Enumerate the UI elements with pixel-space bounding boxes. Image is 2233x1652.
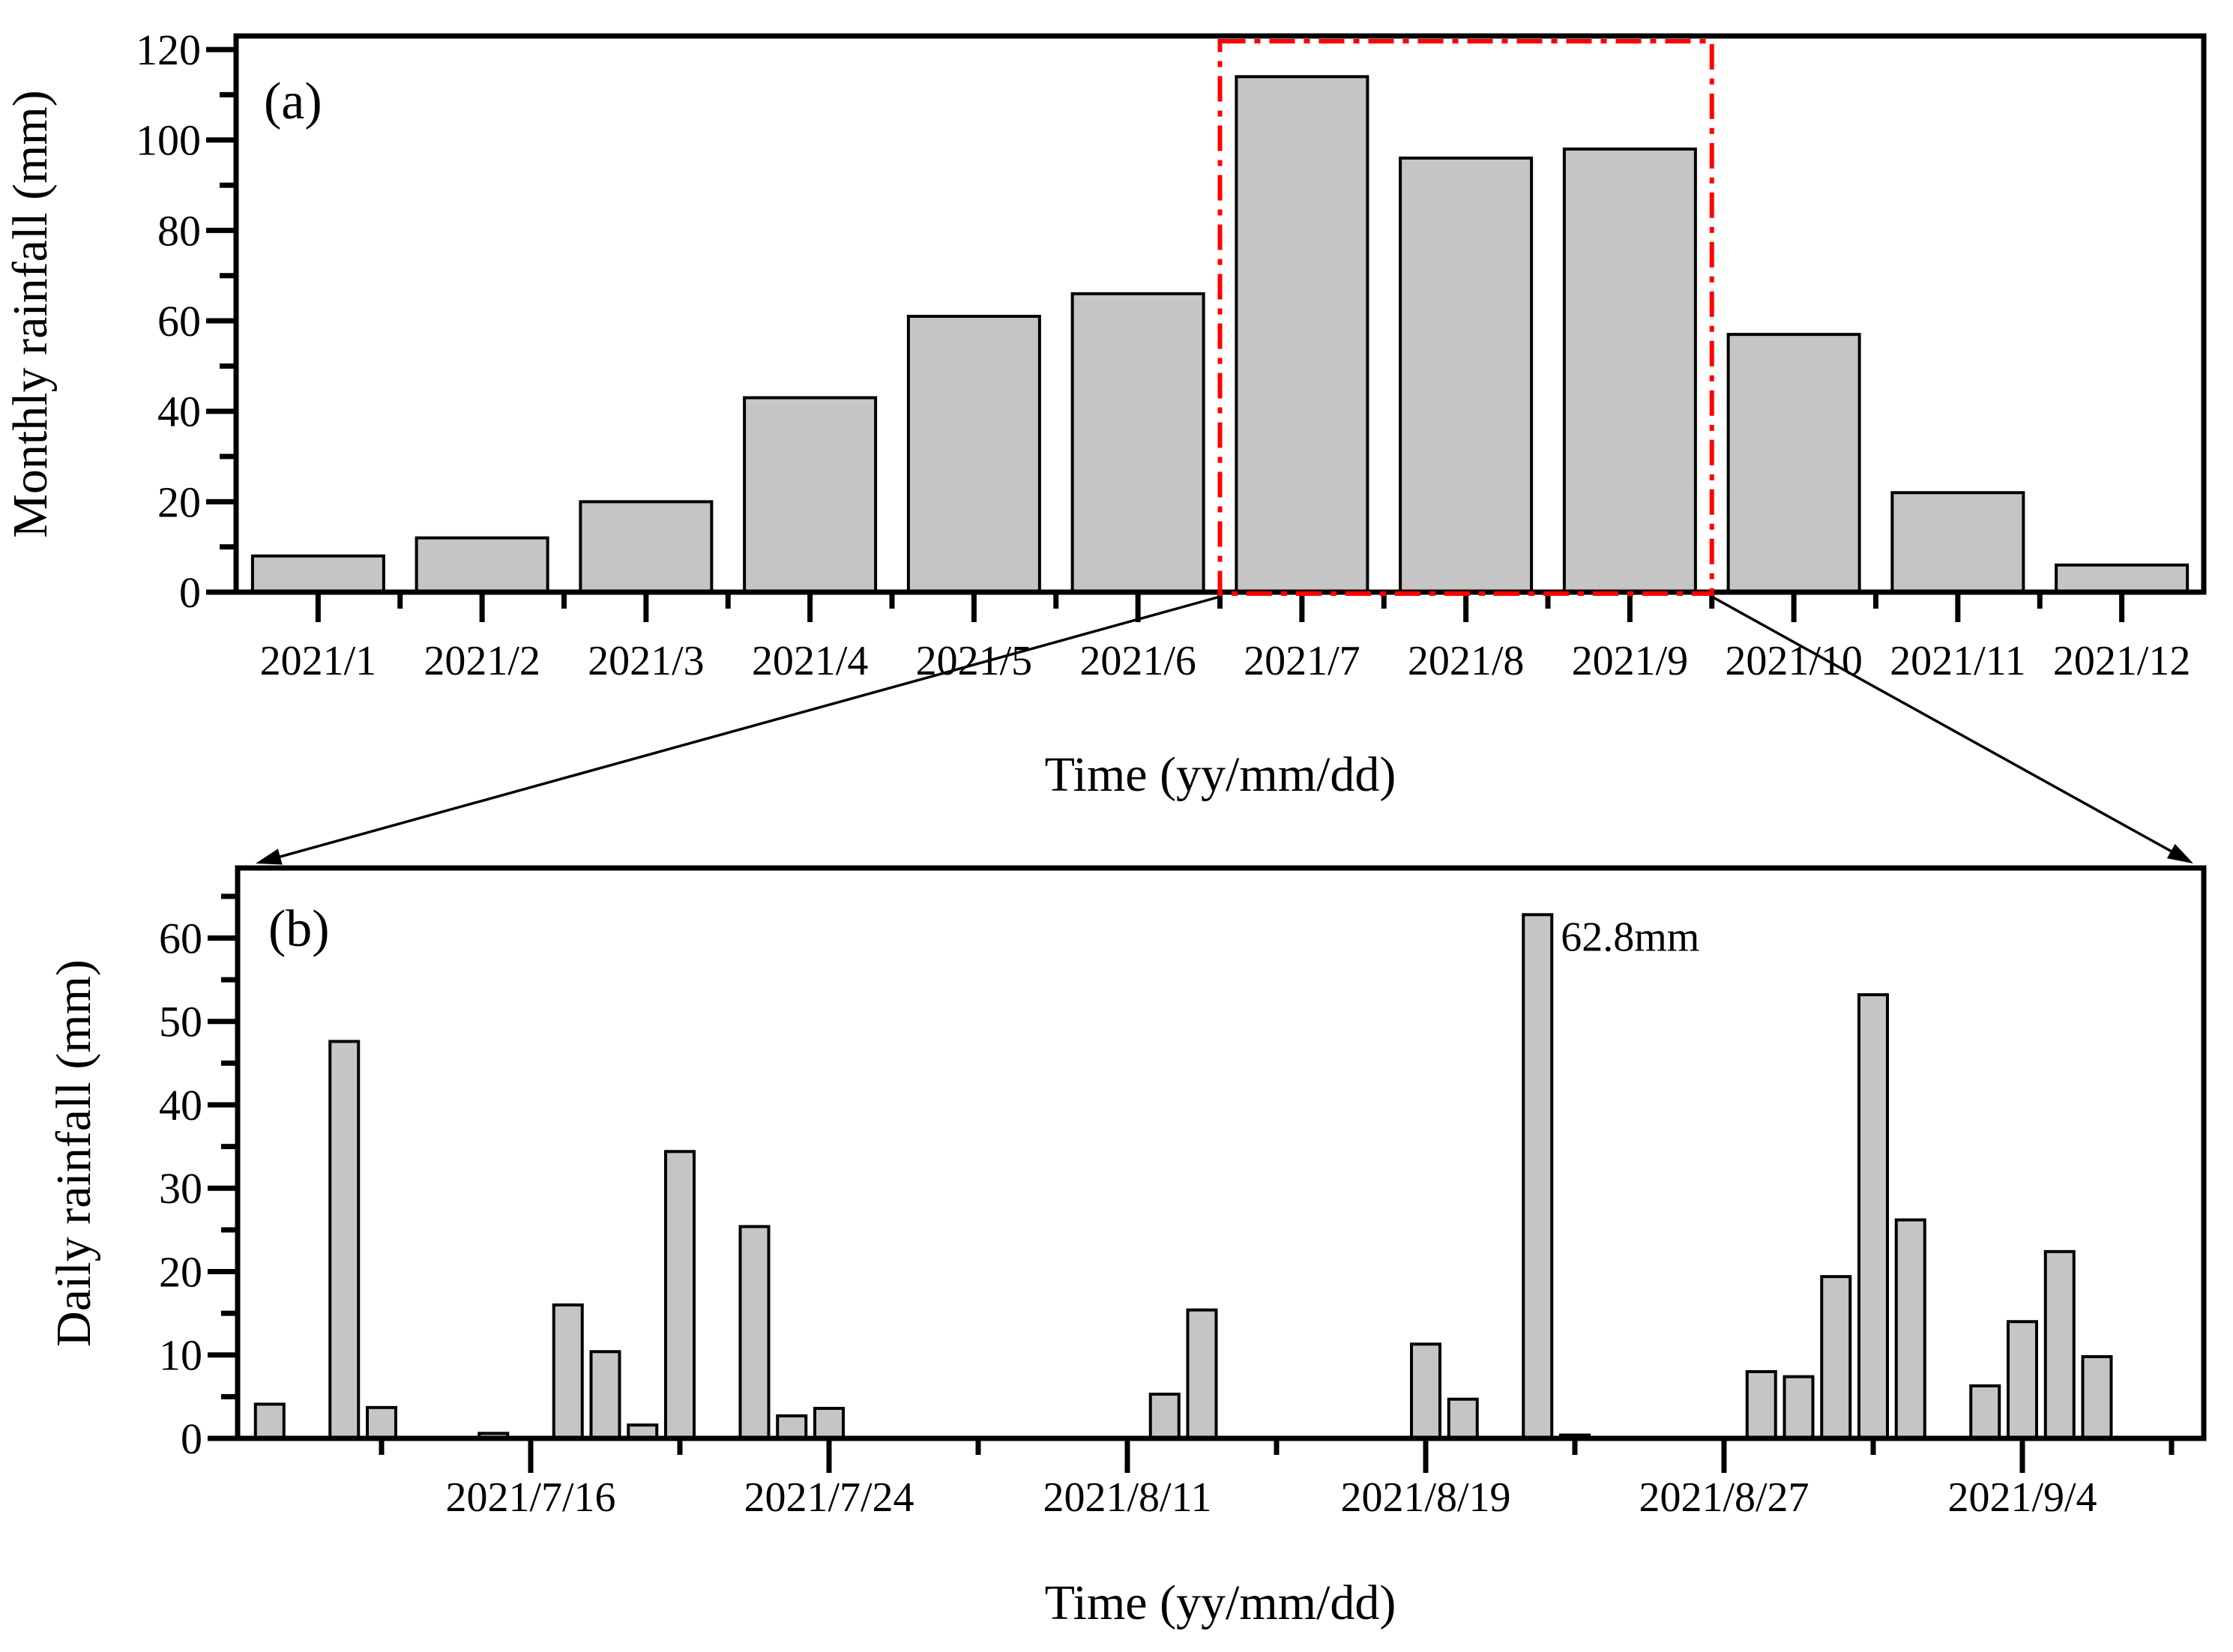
panel-a-ylabel: Monthly rainfall (mm) xyxy=(3,90,58,538)
panel-b: 0 10 20 30 40 50 60 2021/7/16 2021/7/24 2021/8/11… xyxy=(46,865,2207,1630)
bar-day xyxy=(1894,1218,1926,1440)
max-rainfall-annotation: 62.8mm xyxy=(1561,914,1699,960)
bar-month xyxy=(1726,333,1861,594)
bar-day xyxy=(589,1350,621,1440)
y-tick-label: 20 xyxy=(159,1247,202,1296)
bar-day xyxy=(1186,1308,1218,1440)
bar-month xyxy=(250,554,385,594)
bar-day xyxy=(1522,913,1554,1440)
bar-month xyxy=(1562,147,1697,594)
bar-day xyxy=(776,1414,808,1441)
bar-day xyxy=(2081,1354,2113,1441)
zoom-arrow-right xyxy=(1711,595,2193,863)
bar-day xyxy=(813,1406,845,1441)
bar-month xyxy=(743,396,878,594)
x-tick-label: 2021/9/4 xyxy=(1947,1474,2097,1521)
x-tick-label: 2021/7 xyxy=(1244,638,1360,684)
zoom-arrow-left xyxy=(256,595,1220,865)
bar-day xyxy=(1447,1397,1479,1441)
y-tick-label: 10 xyxy=(159,1331,202,1380)
bar-day xyxy=(1148,1393,1181,1440)
zoom-arrow-left-line xyxy=(280,595,1220,858)
x-tick-label: 2021/1 xyxy=(260,638,377,684)
bar-day xyxy=(1410,1342,1441,1441)
highlight-box xyxy=(1217,39,1714,596)
bar-day xyxy=(1969,1384,2001,1440)
bar-day xyxy=(2043,1249,2076,1440)
panel-b-xlabel: Time (yy/mm/dd) xyxy=(1045,1576,1396,1630)
x-tick-label: 2021/8 xyxy=(1408,638,1525,684)
x-tick-label: 2021/8/19 xyxy=(1340,1474,1510,1521)
y-tick-label: 40 xyxy=(157,388,201,436)
x-tick-label: 2021/12 xyxy=(2053,638,2191,684)
bar-day xyxy=(1820,1275,1852,1440)
panel-b-bars xyxy=(253,913,2113,1441)
bar-month xyxy=(906,315,1041,594)
bar-month xyxy=(1070,292,1205,594)
x-tick-label: 2021/9 xyxy=(1572,638,1689,684)
x-tick-label: 2021/8/11 xyxy=(1043,1474,1211,1521)
y-tick-label: 100 xyxy=(136,116,201,165)
bar-month xyxy=(415,536,549,594)
x-tick-label: 2021/2 xyxy=(424,638,540,684)
x-tick-label: 2021/7/24 xyxy=(744,1474,914,1521)
panel-b-y-axis: 0 10 20 30 40 50 60 xyxy=(159,893,238,1463)
x-tick-label: 2021/7/16 xyxy=(445,1474,615,1521)
y-tick-label: 60 xyxy=(157,297,201,346)
x-tick-label: 2021/10 xyxy=(1725,638,1863,684)
bar-day xyxy=(253,1402,286,1441)
y-tick-label: 60 xyxy=(159,914,202,962)
bar-day xyxy=(2007,1320,2038,1440)
bar-month xyxy=(1235,75,1369,594)
bar-day xyxy=(664,1150,696,1441)
zoom-arrow-right-line xyxy=(1711,595,2172,853)
bar-day xyxy=(366,1405,397,1441)
x-tick-label: 2021/3 xyxy=(588,638,705,684)
y-tick-label: 40 xyxy=(159,1081,202,1130)
zoom-arrow-right-head xyxy=(2166,843,2193,863)
bar-month xyxy=(1399,156,1534,594)
panel-a-xlabel: Time (yy/mm/dd) xyxy=(1045,747,1396,802)
bar-month xyxy=(2055,563,2190,594)
bar-day xyxy=(738,1225,771,1440)
y-tick-label: 0 xyxy=(181,1414,202,1463)
y-tick-label: 80 xyxy=(157,206,201,255)
x-tick-label: 2021/5 xyxy=(916,638,1033,684)
panel-b-x-axis: 2021/7/16 2021/7/24 2021/8/11 2021/8/19 2021… xyxy=(379,1438,2175,1521)
bar-day xyxy=(1745,1369,1777,1440)
zoom-arrow-left-head xyxy=(256,848,283,865)
y-tick-label: 20 xyxy=(157,477,201,526)
panel-b-label: (b) xyxy=(268,900,330,958)
panel-a-x-axis: 2021/1 2021/2 2021/3 2021/4 2021/5 2021/6 2021… xyxy=(260,592,2191,684)
bar-month xyxy=(579,500,714,594)
x-tick-label: 2021/6 xyxy=(1079,638,1196,684)
bar-day xyxy=(552,1303,584,1440)
y-tick-label: 120 xyxy=(136,25,201,74)
panel-b-ylabel: Daily rainfall (mm) xyxy=(46,959,101,1347)
x-tick-label: 2021/4 xyxy=(752,638,869,684)
x-tick-label: 2021/8/27 xyxy=(1639,1474,1809,1521)
bar-month xyxy=(1890,491,2025,594)
bar-day xyxy=(1783,1375,1815,1440)
panel-a-y-axis: 0 20 40 60 80 100 120 xyxy=(136,25,236,617)
panel-a-bars xyxy=(250,75,2190,594)
panel-b-frame xyxy=(235,865,2207,1441)
bar-day xyxy=(1857,993,1889,1440)
y-tick-label: 30 xyxy=(159,1164,202,1213)
bar-day xyxy=(328,1040,361,1440)
panel-a-label: (a) xyxy=(264,73,322,130)
y-tick-label: 50 xyxy=(159,998,202,1046)
x-tick-label: 2021/11 xyxy=(1890,638,2025,684)
y-tick-label: 0 xyxy=(179,568,201,617)
